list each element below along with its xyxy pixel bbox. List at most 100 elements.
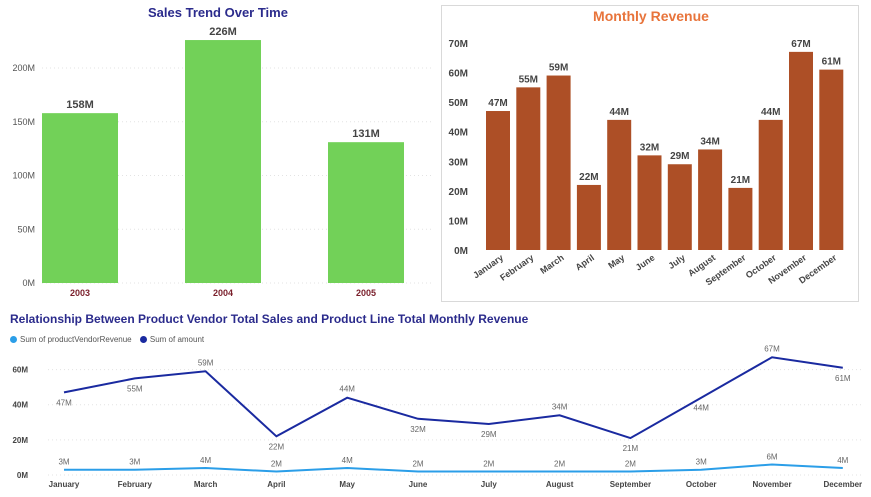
data-label: 29M — [481, 430, 497, 439]
data-label: 61M — [835, 374, 851, 383]
legend-item-amount[interactable]: Sum of amount — [139, 335, 205, 344]
data-label: 158M — [66, 99, 94, 111]
sales-trend-title: Sales Trend Over Time — [148, 5, 288, 20]
series-line-vendor-revenue — [64, 463, 843, 473]
data-label: 131M — [352, 128, 380, 140]
data-label: 32M — [640, 142, 659, 153]
chart-legend: Sum of productVendorRevenue Sum of amoun… — [10, 335, 210, 344]
data-label: 2M — [412, 459, 423, 468]
bar-2005 — [328, 142, 404, 283]
data-label: 21M — [731, 175, 750, 186]
sales-trend-chart: 0M 50M 100M 150M 200M 158M 2003 226M 2004 131M 200… — [12, 26, 432, 298]
data-label: 47M — [488, 98, 507, 109]
data-label: 59M — [549, 63, 568, 74]
data-label: 55M — [519, 74, 538, 85]
x-tick-label: May — [339, 480, 355, 489]
monthly-revenue-panel: Monthly Revenue 0M 10M 20M 30M 40M 50M 60M 70M 4… — [441, 5, 859, 302]
legend-item-vendor[interactable]: Sum of productVendorRevenue — [10, 335, 132, 344]
data-label: 2M — [483, 459, 494, 468]
y-tick-label: 30M — [449, 157, 468, 168]
bar-july — [667, 164, 692, 250]
data-label: 4M — [200, 456, 211, 465]
legend-dot-vendor — [10, 336, 17, 344]
y-tick-label: 10M — [449, 216, 468, 227]
data-label: 2M — [554, 459, 565, 468]
y-tick-label: 0M — [22, 278, 35, 288]
bar-june — [637, 155, 662, 250]
x-tick-label: March — [194, 480, 218, 489]
x-tick-label: June — [634, 252, 657, 272]
legend-dot-amount — [139, 336, 147, 344]
bar-april — [576, 184, 601, 250]
bar-february — [516, 87, 541, 250]
y-tick-label: 100M — [12, 171, 35, 181]
sales-trend-panel: Sales Trend Over Time 0M 50M 100M 150M 200M 1… — [0, 0, 436, 305]
y-tick-label: 40M — [449, 128, 468, 139]
x-tick-label: November — [752, 480, 791, 489]
monthly-revenue-title: Monthly Revenue — [593, 8, 709, 24]
data-label: 6M — [766, 452, 777, 461]
relationship-title: Relationship Between Product Vendor Tota… — [10, 312, 529, 326]
data-label: 21M — [623, 444, 639, 453]
monthly-revenue-chart: 0M10M20M30M40M50M60M70M47MJanuary55MFebr… — [449, 39, 844, 287]
y-tick-label: 0M — [454, 246, 468, 257]
data-label: 32M — [410, 425, 426, 434]
data-label: 2M — [625, 459, 636, 468]
x-tick-label: September — [610, 480, 651, 489]
bar-october — [758, 119, 783, 250]
relationship-panel: Relationship Between Product Vendor Tota… — [0, 308, 871, 497]
data-label: 22M — [269, 442, 285, 451]
x-tick-label: March — [538, 252, 565, 275]
y-tick-label: 50M — [17, 224, 35, 234]
series-line-amount — [63, 356, 843, 440]
y-tick-label: 200M — [12, 63, 35, 73]
y-tick-label: 0M — [17, 471, 28, 480]
bar-december — [819, 69, 844, 250]
bar-september — [728, 187, 753, 250]
data-label: 61M — [822, 57, 841, 68]
data-label: 44M — [693, 404, 709, 413]
x-tick-label: May — [606, 252, 626, 270]
data-label: 4M — [342, 456, 353, 465]
x-tick-label: February — [498, 252, 535, 282]
data-label: 226M — [209, 26, 237, 38]
data-label: 55M — [127, 384, 143, 393]
data-label: 67M — [764, 344, 780, 353]
data-label: 34M — [700, 136, 719, 147]
x-tick-label: October — [686, 480, 717, 489]
data-label: 44M — [761, 107, 780, 118]
y-tick-label: 60M — [12, 366, 28, 375]
y-tick-label: 50M — [449, 98, 468, 109]
legend-label-amount: Sum of amount — [149, 335, 205, 344]
x-tick-label: February — [118, 480, 153, 489]
data-label: 59M — [198, 358, 214, 367]
x-tick-label: April — [574, 252, 597, 272]
bar-august — [698, 149, 723, 250]
data-label: 3M — [696, 458, 707, 467]
bar-january — [486, 111, 510, 250]
bar-2003 — [42, 113, 118, 284]
bar-2004 — [185, 40, 261, 283]
data-label: 44M — [339, 385, 355, 394]
data-label: 22M — [579, 172, 598, 183]
data-label: 3M — [129, 458, 140, 467]
data-label: 67M — [791, 39, 810, 50]
x-tick-label: 2003 — [70, 288, 90, 298]
y-tick-label: 70M — [449, 39, 468, 50]
bar-november — [789, 51, 813, 250]
data-label: 44M — [609, 107, 628, 118]
x-tick-label: 2005 — [356, 288, 376, 298]
y-tick-label: 20M — [12, 436, 28, 445]
legend-label-vendor: Sum of productVendorRevenue — [20, 335, 132, 344]
data-label: 47M — [56, 398, 72, 407]
x-tick-label: June — [409, 480, 428, 489]
y-tick-label: 20M — [449, 187, 468, 198]
x-tick-label: December — [823, 480, 862, 489]
bar-may — [607, 119, 632, 250]
data-label: 2M — [271, 459, 282, 468]
x-tick-label: April — [267, 480, 285, 489]
data-label: 29M — [670, 151, 689, 162]
data-label: 3M — [58, 458, 69, 467]
bar-march — [546, 75, 571, 251]
x-tick-label: August — [546, 480, 574, 489]
